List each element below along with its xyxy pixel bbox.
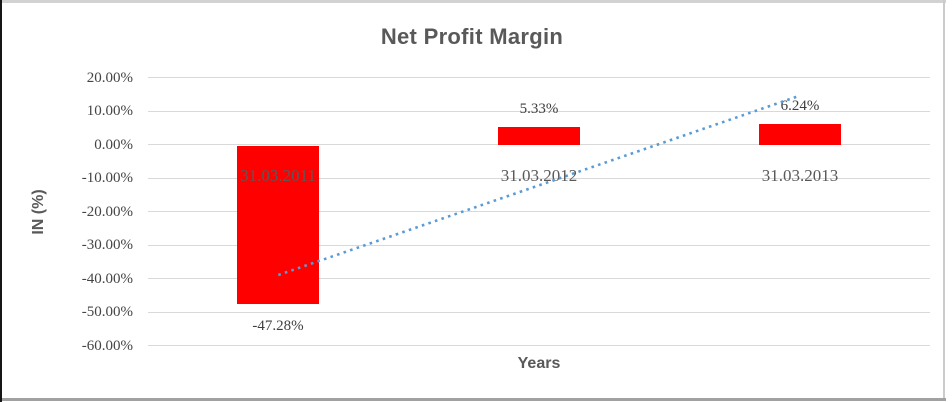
y-axis-tick-label: -40.00% [81,271,133,287]
gridline [148,311,930,313]
data-label: 5.33% [519,100,559,117]
gridline [148,278,930,280]
y-axis-tick-label: -20.00% [81,204,133,220]
category-label: 31.03.2011 [240,166,316,185]
y-axis-tick-label: 0.00% [94,137,133,153]
y-axis-tick-label: -30.00% [81,237,133,253]
gridline [148,345,930,347]
category-label: 31.03.2012 [500,166,578,185]
bar [758,123,841,145]
x-axis-title: Years [517,355,561,372]
data-label: 6.24% [780,97,820,114]
y-axis-tick-label: -10.00% [81,170,133,186]
frame-border-left [0,0,2,402]
chart-title: Net Profit Margin [380,24,564,49]
y-axis-tick-label: 10.00% [86,103,133,119]
y-axis-tick-label: -50.00% [81,304,133,320]
data-label: -47.28% [252,318,304,335]
gridline [148,77,930,78]
y-axis-tick-label: -60.00% [81,338,133,354]
frame-border-right [943,0,945,400]
frame-border-bottom [0,398,946,401]
frame-border-top [0,0,946,3]
y-axis-tick-label: 20.00% [86,70,133,86]
category-label: 31.03.2013 [761,166,839,185]
bar [498,126,580,145]
